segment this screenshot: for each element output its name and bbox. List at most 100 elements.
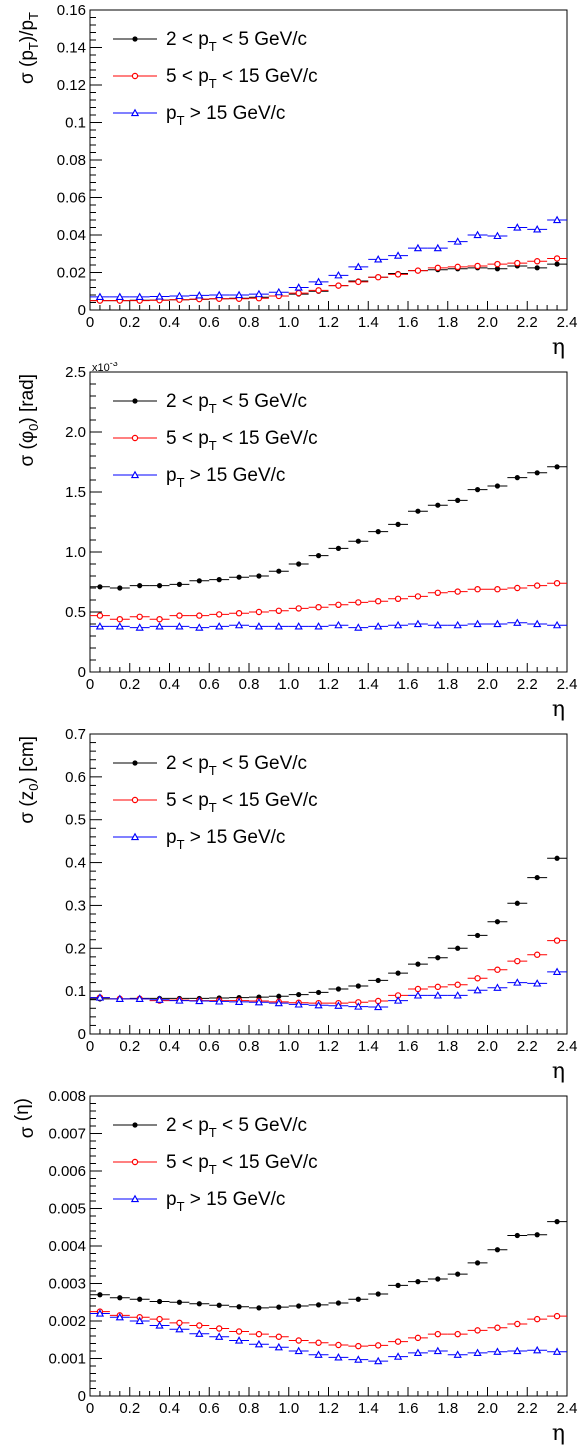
data-point <box>274 1342 283 1351</box>
data-point <box>552 215 562 224</box>
data-point <box>354 1002 363 1010</box>
data-point <box>514 259 521 267</box>
data-point <box>294 283 303 291</box>
data-point <box>474 585 481 593</box>
data-point <box>435 955 441 961</box>
x-tick-label: 0.4 <box>159 314 180 331</box>
data-point <box>295 605 302 612</box>
x-tick-label: 0.2 <box>119 676 140 693</box>
data-point <box>255 1330 263 1338</box>
data-point <box>155 622 164 630</box>
data-point <box>276 993 282 999</box>
data-point <box>473 619 482 628</box>
x-tick-label: 2.2 <box>517 314 538 331</box>
data-point <box>274 287 283 296</box>
data-point <box>513 1346 522 1355</box>
data-point <box>215 290 224 299</box>
data-point <box>236 1304 242 1310</box>
data-point <box>355 599 362 606</box>
legend-marker <box>130 832 140 841</box>
data-point <box>314 277 323 285</box>
data-point <box>394 271 402 278</box>
legend-marker <box>130 470 140 479</box>
data-point <box>216 1302 222 1308</box>
legend-label: 5 < pT < 15 GeV/c <box>166 790 318 815</box>
data-point <box>135 292 144 300</box>
data-point <box>493 1347 502 1355</box>
data-point <box>493 231 502 240</box>
x-tick-label: 0.8 <box>239 314 260 331</box>
data-point <box>215 997 224 1005</box>
data-point <box>355 278 362 286</box>
legend-entry-1: 2 < pT < 5 GeV/c <box>113 391 307 416</box>
data-point <box>95 993 105 1001</box>
data-point <box>375 1291 381 1297</box>
data-point <box>117 1295 123 1301</box>
x-tick-label: 1.8 <box>437 676 458 693</box>
data-point <box>335 986 342 992</box>
legend-label: pT > 15 GeV/c <box>166 1189 285 1214</box>
legend-entry-1: 2 < pT < 5 GeV/c <box>113 1115 307 1140</box>
data-point <box>514 957 521 965</box>
data-point <box>115 994 124 1002</box>
data-point <box>295 289 302 297</box>
x-tick-label: 0.8 <box>239 1400 260 1417</box>
x-tick-label: 1.4 <box>358 1400 379 1417</box>
data-point <box>296 561 302 567</box>
data-point <box>135 994 144 1002</box>
data-point <box>254 997 264 1006</box>
data-point <box>195 1329 204 1337</box>
data-point <box>454 1330 461 1338</box>
data-point <box>413 243 423 252</box>
data-point <box>434 1330 442 1338</box>
data-point <box>393 620 403 629</box>
data-point <box>374 1002 383 1011</box>
data-point <box>395 1282 401 1288</box>
y-tick-label: 0.4 <box>65 855 86 872</box>
data-point <box>395 970 401 976</box>
data-point <box>554 261 560 267</box>
data-point <box>534 874 540 881</box>
data-point <box>554 1219 560 1225</box>
data-point <box>514 584 521 592</box>
y-tick-label: 0.006 <box>48 1163 86 1180</box>
x-tick-label: 0.4 <box>159 676 180 693</box>
y-tick-label: 0.005 <box>48 1201 86 1218</box>
legend-entry-3: pT > 15 GeV/c <box>113 1189 285 1214</box>
data-point <box>315 603 322 611</box>
data-point <box>453 1350 462 1358</box>
data-point <box>236 574 242 580</box>
x-tick-label: 2.2 <box>517 676 538 693</box>
y-tick-label: 0.16 <box>57 2 86 19</box>
data-point <box>334 1001 343 1009</box>
legend-label: pT > 15 GeV/c <box>166 827 285 852</box>
chart-phi0-resolution: 0 0.5 1.0 1.5 2.0 2.5 0 0.2 0.4 0.6 0.8 1.0 1.2 1.4 1.… <box>17 362 577 722</box>
data-point <box>553 937 561 944</box>
data-point <box>374 273 382 281</box>
legend-entry-1: 2 < pT < 5 GeV/c <box>113 753 307 778</box>
y-tick-label: 0.6 <box>65 769 86 786</box>
data-point <box>176 581 183 587</box>
legend-marker <box>132 1122 138 1128</box>
chart-panel-z0-resolution: 0 0.1 0.2 0.3 0.4 0.5 0.6 0.7 0 0.2 0.4 0.6 0.8 1.0 1.… <box>0 724 587 1084</box>
x-tick-label: 1.2 <box>318 1400 339 1417</box>
data-point <box>97 584 103 590</box>
data-point <box>455 945 461 951</box>
data-point <box>355 1296 361 1302</box>
legend-marker <box>131 434 139 442</box>
legend-entry-1: 2 < pT < 5 GeV/c <box>113 29 307 54</box>
data-point <box>95 292 105 300</box>
data-point <box>374 622 383 630</box>
y-tick-label: 0.004 <box>48 1238 86 1255</box>
legend-label: pT > 15 GeV/c <box>166 465 285 490</box>
legend-marker <box>132 760 138 766</box>
data-point <box>315 989 322 996</box>
data-point <box>117 585 123 591</box>
legend-entry-2: 5 < pT < 15 GeV/c <box>113 66 318 91</box>
data-point <box>514 900 520 906</box>
data-point <box>315 553 322 559</box>
data-point <box>473 1348 482 1356</box>
data-point <box>115 292 124 300</box>
data-point <box>494 585 501 593</box>
legend-label: pT > 15 GeV/c <box>166 103 285 128</box>
